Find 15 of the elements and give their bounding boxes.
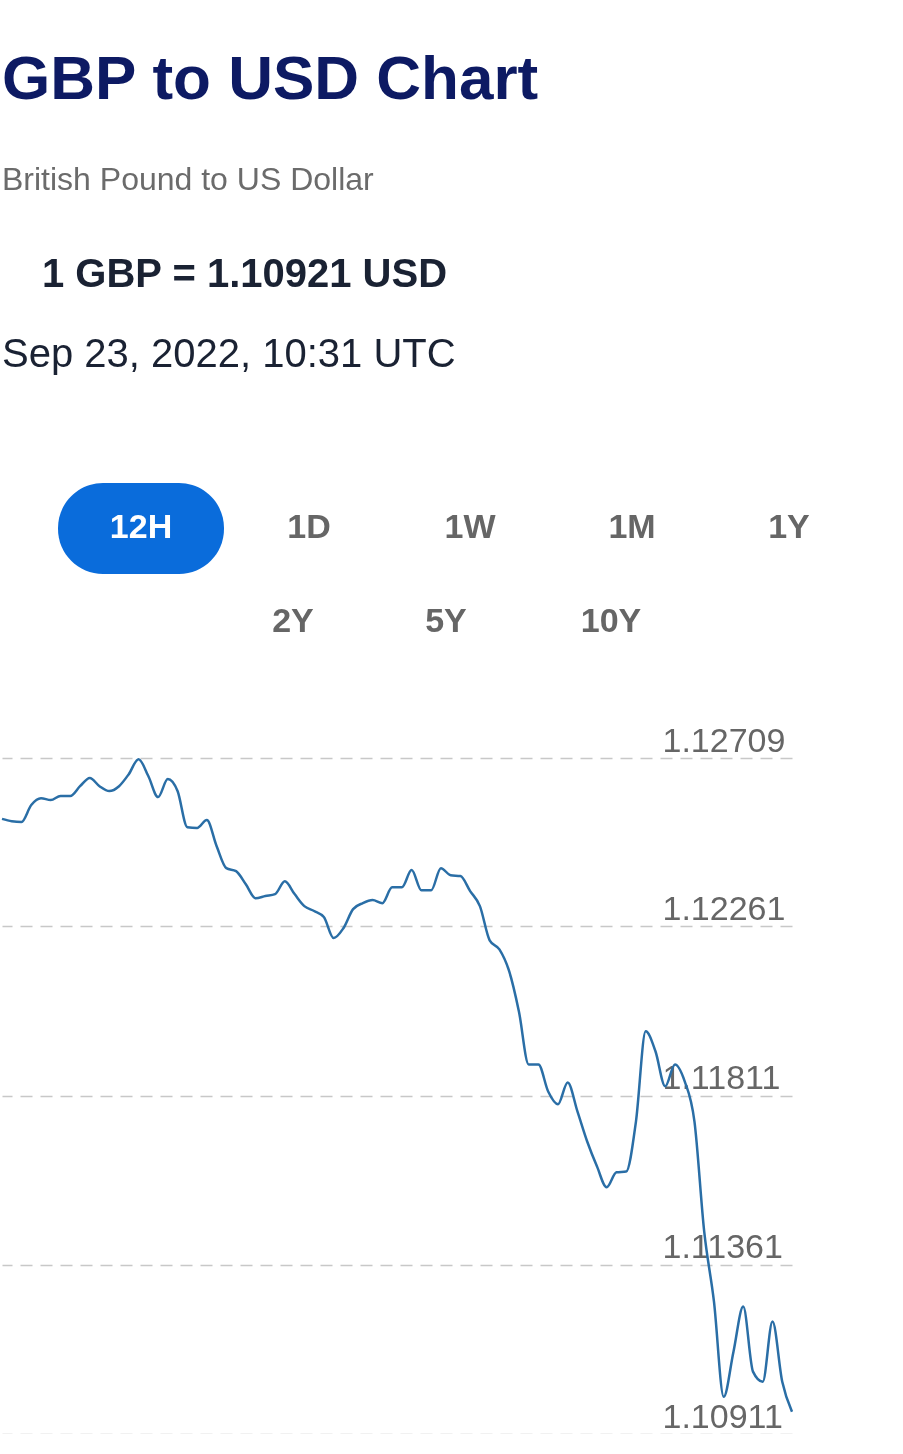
text: 12H [109,507,173,545]
y-tick-label: 1.10911 [662,1396,783,1435]
chart-subtitle: British Pound to US Dollar [2,161,375,197]
text: Sep 23, 2022, 10:31 UTC [2,331,456,375]
y-tick-label: 1.12709 [662,720,786,759]
text: 1 GBP = 1.10921 USD [42,251,448,295]
chart-title: GBP to USD Chart [2,43,539,112]
y-tick-label: 1.12261 [662,888,786,927]
text: 5Y [425,601,468,639]
text: 1M [608,507,656,545]
text: 1Y [768,507,811,545]
text: 1W [444,507,497,545]
text: 10Y [580,601,642,639]
text: 1D [287,507,331,545]
text: 2Y [272,601,315,639]
